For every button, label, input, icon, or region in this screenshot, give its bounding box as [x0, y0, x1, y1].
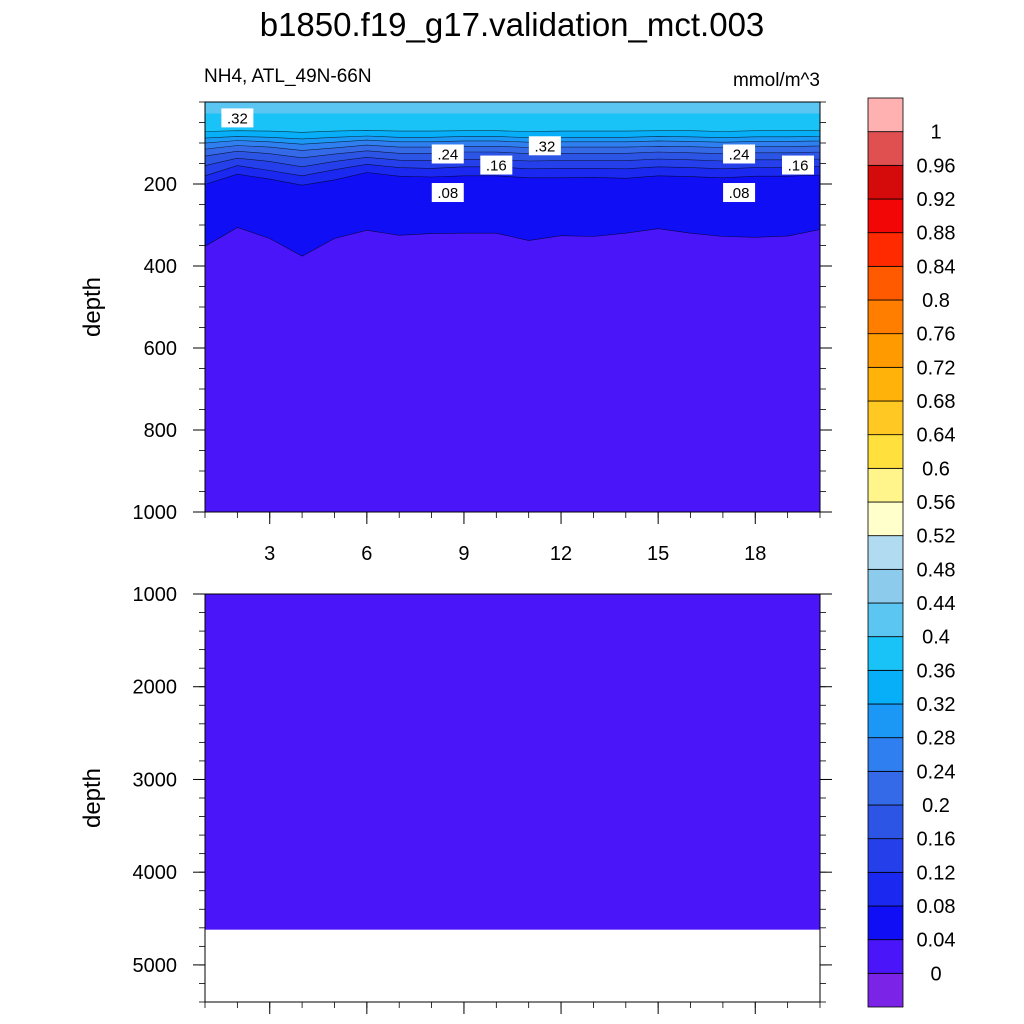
y-axis-label: depth — [79, 277, 106, 337]
contour-label: .08 — [437, 185, 458, 202]
y-tick-label: 1000 — [133, 584, 178, 606]
x-tick-label: 9 — [458, 543, 469, 565]
colorbar-label: 0.2 — [922, 795, 950, 817]
colorbar-swatch — [867, 97, 904, 133]
colorbar: 0 0.04 0.08 0.12 0.16 0.2 0.24 0.28 0.32 0.36 0.4 0… — [867, 97, 956, 1008]
colorbar-swatch — [867, 602, 904, 638]
colorbar-swatch — [867, 568, 904, 604]
colorbar-swatch — [867, 467, 904, 503]
y-tick-label: 800 — [144, 420, 177, 442]
colorbar-label: 0.28 — [917, 728, 956, 750]
contour-label: .08 — [729, 185, 750, 202]
y-tick-label: 200 — [144, 174, 177, 196]
colorbar-label: 0.68 — [917, 391, 956, 413]
colorbar-swatch — [867, 804, 904, 840]
colorbar-label: 0.04 — [917, 930, 956, 952]
colorbar-label: 0.24 — [917, 761, 956, 783]
contour-label: .16 — [788, 158, 809, 175]
colorbar-swatch — [867, 198, 904, 234]
contour-label-box — [723, 183, 756, 203]
y-tick-label: 600 — [144, 338, 177, 360]
chart-subtitle-variable: NH4, ATL_49N-66N — [204, 66, 372, 87]
upper-depth-panel: 200 400 600 800 1000 3 6 9 12 15 18 depth .32 .24 .32.… — [79, 101, 832, 565]
colorbar-swatch — [867, 400, 904, 436]
colorbar-swatch — [867, 972, 904, 1008]
x-tick-label: 18 — [744, 543, 766, 565]
colorbar-label: 0.72 — [917, 357, 956, 379]
x-tick-label: 6 — [361, 543, 372, 565]
colorbar-label: 0.36 — [917, 660, 956, 682]
colorbar-swatch — [867, 164, 904, 200]
y-tick-label: 1000 — [133, 502, 178, 524]
colorbar-label: 0.76 — [917, 324, 956, 346]
contour-label: .32 — [227, 110, 248, 127]
colorbar-swatch — [867, 535, 904, 570]
colorbar-swatch — [867, 770, 904, 806]
colorbar-label: 0.32 — [917, 694, 956, 716]
ocean-fill-region — [205, 594, 820, 930]
contour-label-box — [723, 144, 756, 164]
contour-label-box — [782, 155, 814, 175]
contour-band — [205, 102, 820, 114]
colorbar-label: 0.84 — [917, 256, 956, 278]
contour-label: .16 — [486, 158, 507, 175]
y-tick-label: 5000 — [133, 955, 178, 977]
contour-label-box — [431, 183, 464, 203]
colorbar-swatch — [867, 737, 904, 772]
colorbar-swatch — [867, 299, 904, 335]
contour-label-box — [480, 155, 513, 175]
colorbar-label: 0.8 — [922, 290, 950, 312]
colorbar-label: 0.64 — [917, 425, 956, 447]
colorbar-swatch — [867, 232, 904, 267]
contour-label-box — [528, 136, 561, 156]
colorbar-swatch — [867, 703, 904, 739]
colorbar-swatch — [867, 131, 904, 166]
colorbar-label: 0.52 — [917, 526, 956, 548]
colorbar-swatch — [867, 905, 904, 941]
colorbar-label: 0.6 — [922, 458, 950, 480]
y-axis-label: depth — [79, 768, 106, 828]
colorbar-label: 0.96 — [917, 155, 956, 177]
contour-label-box — [431, 144, 464, 164]
y-tick-label: 3000 — [133, 769, 178, 791]
colorbar-swatch — [867, 871, 904, 907]
colorbar-swatch — [867, 501, 904, 537]
chart-units: mmol/m^3 — [733, 70, 820, 91]
colorbar-swatch — [867, 669, 904, 705]
x-tick-label: 12 — [550, 543, 572, 565]
colorbar-swatch — [867, 636, 904, 671]
colorbar-swatch — [867, 939, 904, 974]
colorbar-swatch — [867, 265, 904, 301]
colorbar-label: 0.08 — [917, 896, 956, 918]
colorbar-swatch — [867, 838, 904, 873]
y-tick-label: 4000 — [133, 862, 178, 884]
contour-label: .24 — [729, 146, 750, 163]
lower-depth-panel: 1000 2000 3000 4000 5000 depth — [79, 584, 832, 1014]
colorbar-label: 0 — [930, 963, 941, 985]
colorbar-label: 0.48 — [917, 559, 956, 581]
x-tick-label: 15 — [647, 543, 669, 565]
contour-label: .24 — [437, 146, 458, 163]
colorbar-label: 0.88 — [917, 223, 956, 245]
colorbar-swatch — [867, 366, 904, 402]
colorbar-label: 1 — [930, 122, 941, 144]
colorbar-swatch — [867, 333, 904, 368]
contour-label-box — [221, 108, 254, 128]
x-tick-label: 3 — [264, 543, 275, 565]
colorbar-label: 0.92 — [917, 189, 956, 211]
colorbar-label: 0.4 — [922, 627, 950, 649]
colorbar-label: 0.16 — [917, 829, 956, 851]
colorbar-label: 0.12 — [917, 862, 956, 884]
chart-title: b1850.f19_g17.validation_mct.003 — [260, 6, 765, 43]
y-tick-label: 2000 — [133, 677, 178, 699]
colorbar-label: 0.44 — [917, 593, 956, 615]
y-tick-label: 400 — [144, 256, 177, 278]
colorbar-swatch — [867, 434, 904, 469]
contour-label: .32 — [534, 138, 555, 155]
colorbar-label: 0.56 — [917, 492, 956, 514]
